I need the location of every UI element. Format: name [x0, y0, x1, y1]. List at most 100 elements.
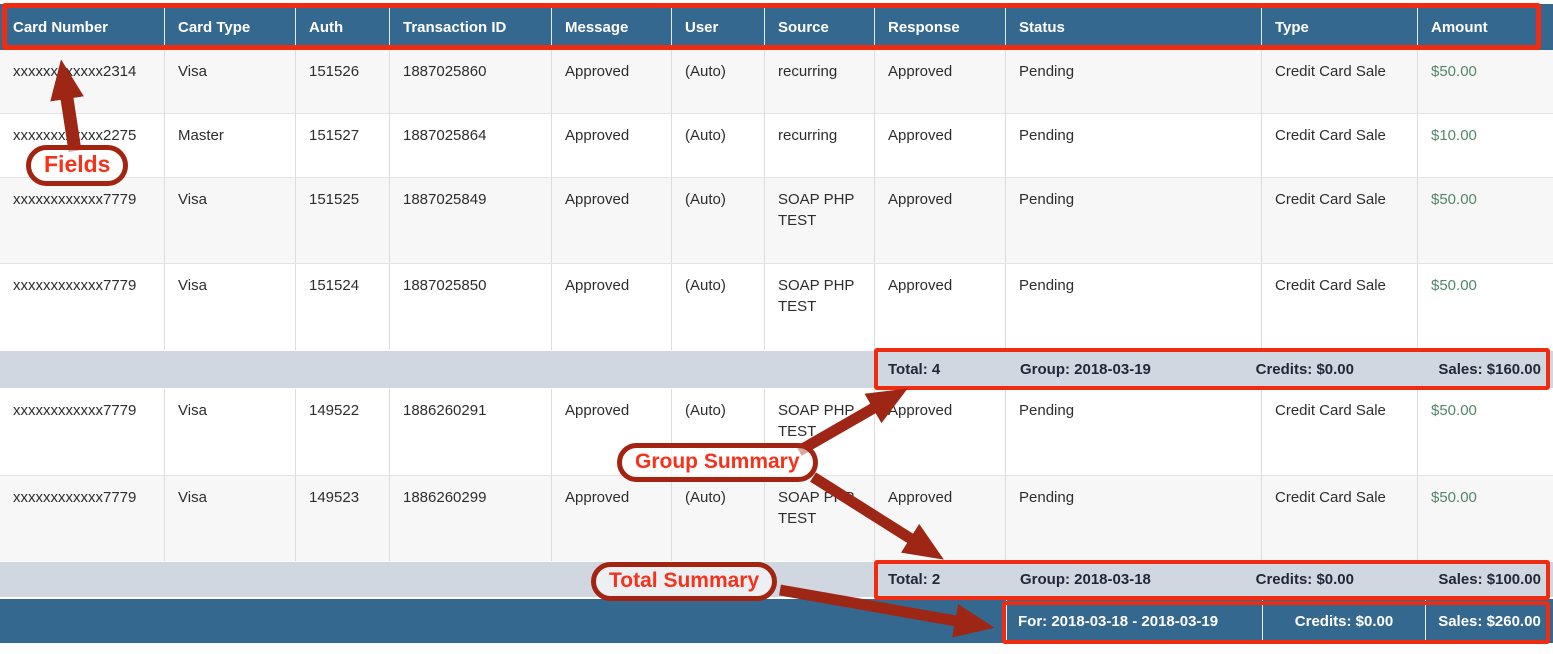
col-header-amount[interactable]: Amount [1431, 18, 1488, 36]
group-summary-row: Total: 4 Group: 2018-03-19 Credits: $0.0… [0, 350, 1553, 389]
cell-user: (Auto) [672, 264, 765, 350]
cell-user: (Auto) [672, 476, 765, 561]
cell-transaction-id: 1886260291 [390, 389, 552, 475]
cell-message: Approved [552, 264, 672, 350]
group-summary-group: Group: 2018-03-19 [1020, 361, 1151, 378]
total-summary-row: For: 2018-03-18 - 2018-03-19 Credits: $0… [0, 598, 1553, 643]
group-summary-total: Total: 2 [888, 571, 941, 588]
cell-source: recurring [765, 114, 875, 177]
cell-message: Approved [552, 476, 672, 561]
cell-status: Pending [1006, 264, 1262, 350]
cell-amount: $50.00 [1431, 489, 1477, 506]
cell-card-type: Visa [165, 264, 296, 350]
cell-auth: 151525 [296, 178, 390, 263]
cell-auth: 151526 [296, 50, 390, 113]
cell-response: Approved [875, 50, 1006, 113]
cell-amount: $50.00 [1431, 63, 1477, 80]
cell-card-number: xxxxxxxxxxxx7779 [0, 264, 165, 350]
cell-card-number: xxxxxxxxxxxx2314 [0, 50, 165, 113]
cell-type: Credit Card Sale [1262, 264, 1418, 350]
cell-message: Approved [552, 389, 672, 475]
transactions-table: Card Number Card Type Auth Transaction I… [0, 4, 1553, 643]
col-header-type[interactable]: Type [1262, 4, 1418, 50]
cell-type: Credit Card Sale [1262, 50, 1418, 113]
cell-card-number: xxxxxxxxxxxx2275 [0, 114, 165, 177]
cell-type: Credit Card Sale [1262, 114, 1418, 177]
group-summary-sales: Sales: $160.00 [1438, 361, 1541, 378]
col-header-user[interactable]: User [672, 4, 765, 50]
col-header-source[interactable]: Source [765, 4, 875, 50]
table-row[interactable]: xxxxxxxxxxxx7779 Visa 151525 1887025849 … [0, 177, 1553, 263]
table-row[interactable]: xxxxxxxxxxxx7779 Visa 149523 1886260299 … [0, 475, 1553, 561]
cell-message: Approved [552, 114, 672, 177]
table-row[interactable]: xxxxxxxxxxxx2314 Visa 151526 1887025860 … [0, 50, 1553, 113]
cell-amount: $50.00 [1431, 402, 1477, 419]
table-header-row: Card Number Card Type Auth Transaction I… [0, 4, 1553, 50]
total-summary-sales: Sales: $260.00 [1425, 599, 1553, 643]
cell-amount: $10.00 [1431, 127, 1477, 144]
cell-card-number: xxxxxxxxxxxx7779 [0, 476, 165, 561]
cell-auth: 149522 [296, 389, 390, 475]
cell-transaction-id: 1887025849 [390, 178, 552, 263]
table-row[interactable]: xxxxxxxxxxxx7779 Visa 151524 1887025850 … [0, 263, 1553, 350]
total-summary-credits: Credits: $0.00 [1262, 599, 1425, 643]
col-header-transaction-id[interactable]: Transaction ID [390, 4, 552, 50]
cell-type: Credit Card Sale [1262, 476, 1418, 561]
cell-card-type: Visa [165, 178, 296, 263]
cell-type: Credit Card Sale [1262, 389, 1418, 475]
col-header-message[interactable]: Message [552, 4, 672, 50]
cell-source: SOAP PHP TEST [765, 178, 875, 263]
cell-status: Pending [1006, 476, 1262, 561]
cell-user: (Auto) [672, 50, 765, 113]
cell-auth: 149523 [296, 476, 390, 561]
cell-card-type: Visa [165, 50, 296, 113]
cell-user: (Auto) [672, 114, 765, 177]
table-row[interactable]: xxxxxxxxxxxx7779 Visa 149522 1886260291 … [0, 389, 1553, 475]
cell-type: Credit Card Sale [1262, 178, 1418, 263]
col-header-status[interactable]: Status [1006, 4, 1262, 50]
col-header-response[interactable]: Response [875, 4, 1006, 50]
group-summary-total: Total: 4 [888, 361, 941, 378]
cell-message: Approved [552, 178, 672, 263]
total-summary-spacer [0, 599, 1006, 643]
cell-status: Pending [1006, 114, 1262, 177]
cell-auth: 151524 [296, 264, 390, 350]
cell-source: SOAP PHP TEST [765, 264, 875, 350]
cell-response: Approved [875, 114, 1006, 177]
cell-response: Approved [875, 264, 1006, 350]
cell-status: Pending [1006, 178, 1262, 263]
cell-card-type: Visa [165, 476, 296, 561]
cell-source: SOAP PHP TEST [765, 389, 875, 475]
cell-card-number: xxxxxxxxxxxx7779 [0, 389, 165, 475]
table-row[interactable]: xxxxxxxxxxxx2275 Master 151527 188702586… [0, 113, 1553, 177]
cell-amount: $50.00 [1431, 277, 1477, 294]
cell-auth: 151527 [296, 114, 390, 177]
cell-transaction-id: 1887025860 [390, 50, 552, 113]
cell-transaction-id: 1887025864 [390, 114, 552, 177]
cell-transaction-id: 1887025850 [390, 264, 552, 350]
cell-response: Approved [875, 389, 1006, 475]
cell-user: (Auto) [672, 178, 765, 263]
total-summary-range: For: 2018-03-18 - 2018-03-19 [1006, 599, 1262, 643]
cell-message: Approved [552, 50, 672, 113]
cell-response: Approved [875, 178, 1006, 263]
col-header-card-number[interactable]: Card Number [0, 4, 165, 50]
group-summary-sales: Sales: $100.00 [1438, 571, 1541, 588]
cell-source: SOAP PHP TEST [765, 476, 875, 561]
cell-card-type: Master [165, 114, 296, 177]
cell-response: Approved [875, 476, 1006, 561]
cell-card-type: Visa [165, 389, 296, 475]
col-header-auth[interactable]: Auth [296, 4, 390, 50]
cell-user: (Auto) [672, 389, 765, 475]
cell-card-number: xxxxxxxxxxxx7779 [0, 178, 165, 263]
cell-source: recurring [765, 50, 875, 113]
cell-status: Pending [1006, 389, 1262, 475]
group-summary-credits: Credits: $0.00 [1255, 361, 1354, 378]
col-header-card-type[interactable]: Card Type [165, 4, 296, 50]
cell-transaction-id: 1886260299 [390, 476, 552, 561]
cell-status: Pending [1006, 50, 1262, 113]
group-summary-row: Total: 2 Group: 2018-03-18 Credits: $0.0… [0, 561, 1553, 598]
cell-amount: $50.00 [1431, 191, 1477, 208]
group-summary-group: Group: 2018-03-18 [1020, 571, 1151, 588]
